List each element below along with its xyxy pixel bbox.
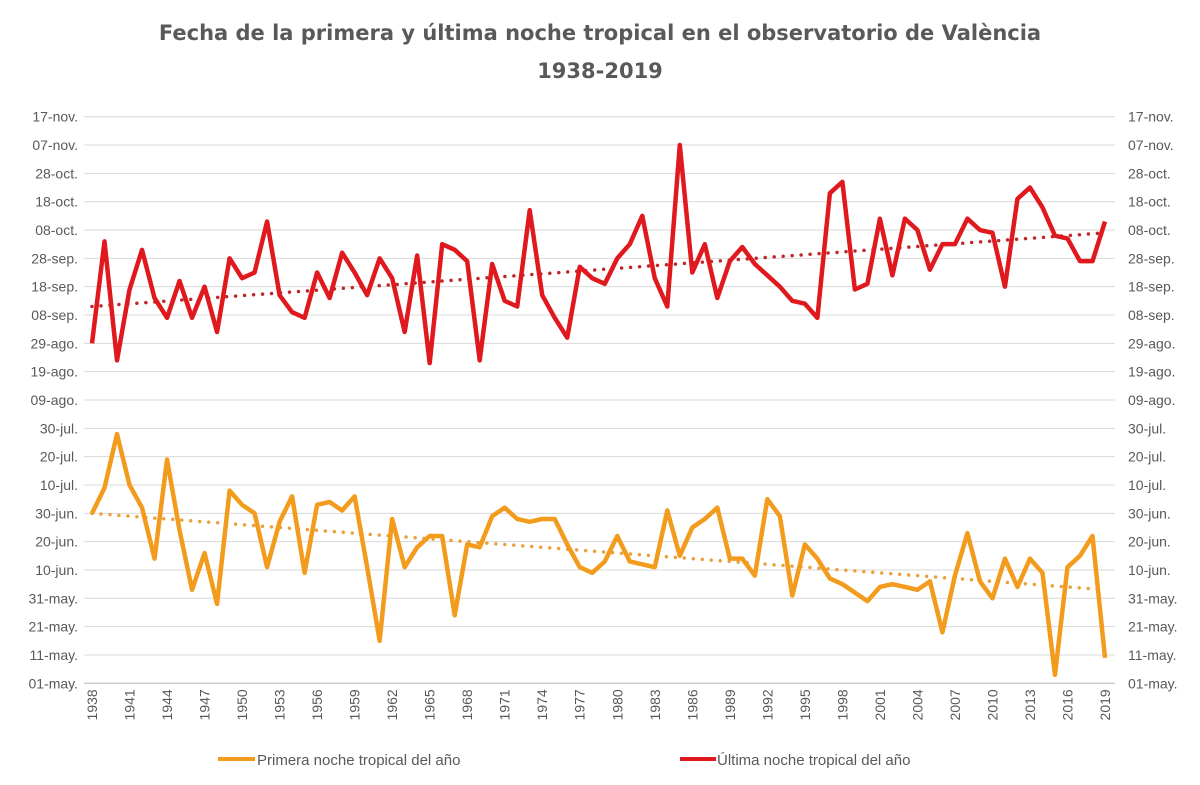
x-tick-label: 1950: [234, 689, 250, 720]
x-tick-label: 1980: [609, 689, 625, 720]
series-line-ultima: [89, 142, 1108, 366]
y-tick-label-left: 07-nov.: [32, 137, 78, 153]
x-tick-label: 1938: [84, 689, 100, 720]
x-tick-label: 1992: [759, 689, 775, 720]
y-tick-label-right: 30-jun.: [1128, 505, 1171, 521]
x-tick-label: 1974: [534, 689, 550, 720]
y-tick-label-right: 20-jun.: [1128, 534, 1171, 550]
legend-label-primera: Primera noche tropical del año: [257, 752, 460, 769]
y-tick-label-left: 29-ago.: [31, 335, 78, 351]
x-tick-label: 1941: [122, 689, 138, 720]
y-tick-label-left: 31-may.: [28, 590, 78, 606]
x-tick-label: 1968: [459, 689, 475, 720]
trendline-ultima: [90, 231, 1107, 309]
x-tick-label: 1953: [272, 689, 288, 720]
y-tick-label-right: 28-sep.: [1128, 250, 1175, 266]
x-tick-label: 2004: [909, 689, 925, 720]
y-tick-label-right: 19-ago.: [1128, 364, 1175, 380]
y-tick-label-left: 18-oct.: [35, 194, 78, 210]
x-tick-label: 2016: [1059, 689, 1075, 720]
x-tick-label: 1995: [797, 689, 813, 720]
y-tick-label-right: 30-jul.: [1128, 420, 1166, 436]
series-lines: [89, 142, 1108, 678]
y-tick-label-left: 19-ago.: [31, 364, 78, 380]
x-tick-label: 2019: [1097, 689, 1113, 720]
x-tick-label: 1956: [309, 689, 325, 720]
y-tick-label-right: 10-jun.: [1128, 562, 1171, 578]
y-axis-right: 17-nov. 07-nov. 28-oct. 18-oct. 08-oct. 28-se…: [1128, 109, 1178, 692]
x-tick-label: 1977: [572, 689, 588, 720]
x-tick-label: 1947: [197, 689, 213, 720]
y-tick-label-left: 28-oct.: [35, 165, 78, 181]
x-tick-label: 2007: [947, 689, 963, 720]
x-tick-label: 2013: [1022, 689, 1038, 720]
y-tick-label-right: 01-may.: [1128, 675, 1178, 691]
y-tick-label-right: 21-may.: [1128, 619, 1178, 635]
y-tick-label-right: 20-jul.: [1128, 449, 1166, 465]
y-tick-label-right: 09-ago.: [1128, 392, 1175, 408]
y-tick-label-left: 20-jun.: [35, 534, 78, 550]
y-tick-label-left: 28-sep.: [31, 250, 78, 266]
x-tick-label: 1959: [347, 689, 363, 720]
gridlines: [84, 116, 1115, 684]
y-tick-label-right: 17-nov.: [1128, 109, 1174, 125]
y-tick-label-left: 10-jul.: [40, 477, 78, 493]
y-axis-left: 17-nov. 07-nov. 28-oct. 18-oct. 08-oct. 28-se…: [28, 109, 78, 692]
x-tick-label: 1971: [497, 689, 513, 720]
x-tick-label: 1983: [647, 689, 663, 720]
chart-subtitle: 1938-2019: [537, 59, 663, 83]
x-tick-label: 1998: [834, 689, 850, 720]
y-tick-label-right: 18-sep.: [1128, 279, 1175, 295]
x-axis: 1938 1941 1944 1947 1950 1953 1956 1959 1962 1965…: [84, 689, 1113, 720]
y-tick-label-right: 31-may.: [1128, 590, 1178, 606]
y-tick-label-right: 28-oct.: [1128, 165, 1171, 181]
chart-title: Fecha de la primera y última noche tropi…: [159, 21, 1041, 45]
y-tick-label-left: 08-sep.: [31, 307, 78, 323]
y-tick-label-left: 20-jul.: [40, 449, 78, 465]
y-tick-label-left: 30-jun.: [35, 505, 78, 521]
y-tick-label-right: 08-sep.: [1128, 307, 1175, 323]
legend: Primera noche tropical del año Última no…: [218, 752, 910, 769]
y-tick-label-left: 11-may.: [30, 647, 79, 663]
x-tick-label: 1965: [422, 689, 438, 720]
y-tick-label-right: 11-may.: [1128, 647, 1177, 663]
y-tick-label-right: 07-nov.: [1128, 137, 1174, 153]
y-tick-label-left: 08-oct.: [35, 222, 78, 238]
y-tick-label-left: 30-jul.: [40, 420, 78, 436]
y-tick-label-left: 09-ago.: [31, 392, 78, 408]
y-tick-label-left: 17-nov.: [32, 109, 78, 125]
y-tick-label-left: 10-jun.: [35, 562, 78, 578]
x-tick-label: 1944: [159, 689, 175, 720]
x-tick-label: 2001: [872, 689, 888, 720]
y-tick-label-right: 29-ago.: [1128, 335, 1175, 351]
y-tick-label-right: 18-oct.: [1128, 194, 1171, 210]
y-tick-label-right: 08-oct.: [1128, 222, 1171, 238]
x-tick-label: 2010: [984, 689, 1000, 720]
y-tick-label-left: 01-may.: [28, 675, 78, 691]
y-tick-label-left: 21-may.: [28, 619, 78, 635]
y-tick-label-left: 18-sep.: [31, 279, 78, 295]
trendline-primera: [90, 511, 1107, 592]
x-tick-label: 1986: [684, 689, 700, 720]
series-line-primera: [89, 431, 1108, 678]
y-tick-label-right: 10-jul.: [1128, 477, 1166, 493]
x-tick-label: 1989: [722, 689, 738, 720]
x-tick-label: 1962: [384, 689, 400, 720]
legend-label-ultima: Última noche tropical del año: [717, 752, 910, 769]
